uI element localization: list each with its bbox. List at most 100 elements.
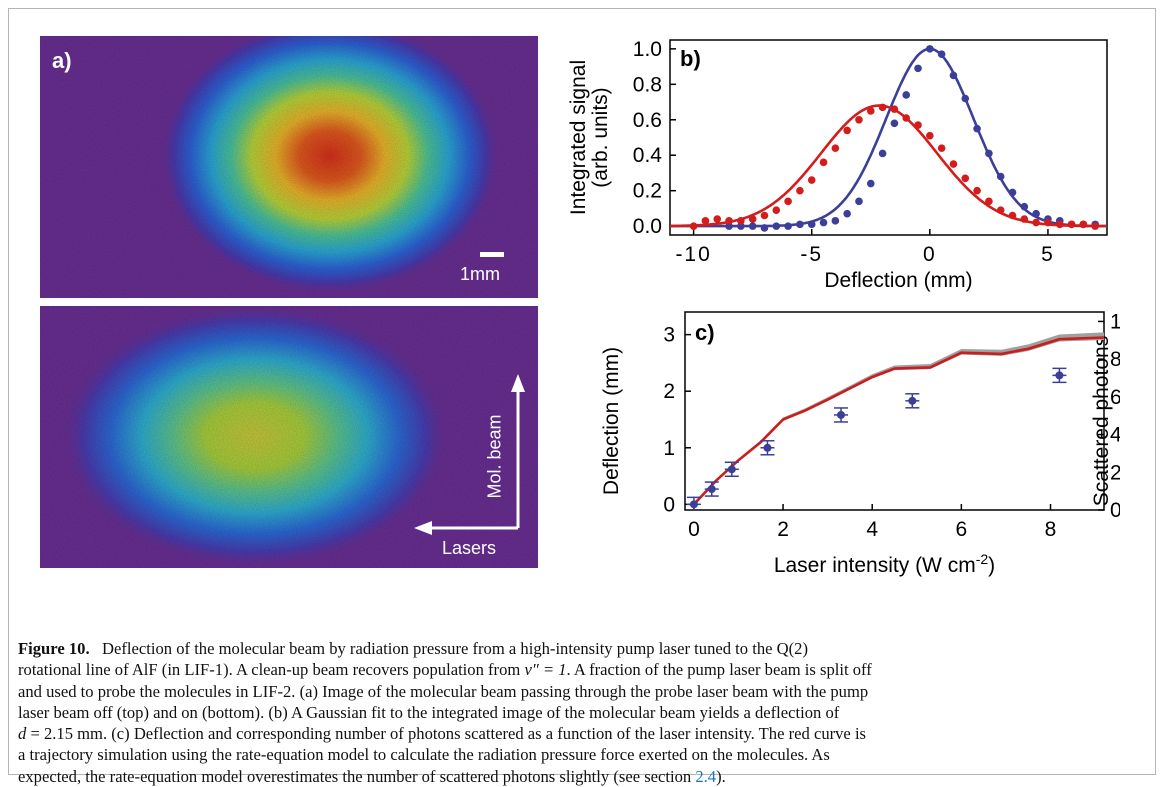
data-point-b-1 [1067,220,1076,229]
y-tick-label-b: 1.0 [633,38,662,61]
x-axis-label-b: Deflection (mm) [824,269,972,292]
data-point-b-0 [914,64,922,73]
data-point-b-1 [890,105,899,113]
y-axis-label-right-c-text: Scattered photons [1090,336,1113,506]
x-tick-label-c: 0 [688,518,700,541]
data-point-b-0 [843,209,851,218]
data-point-b-1 [807,176,816,184]
y-axis-label-b: Integrated signal (arb. units) [567,60,612,215]
y-tick-label-left-c: 2 [663,380,675,403]
y-tick-label-right-c: 0 [1110,499,1120,522]
data-point-b-0 [902,91,911,99]
data-point-b-1 [1032,218,1040,227]
data-point-b-1 [701,217,710,225]
data-point-b-0 [1008,188,1017,197]
data-point-b-1 [831,144,840,152]
panel-c-label: c) [695,320,715,345]
plot-area-b [670,45,1106,232]
data-point-b-0 [1032,209,1040,218]
x-axis-label-c: Laser intensity (W cm-2) [774,551,995,577]
x-tick-label-b: 5 [1041,243,1055,266]
plot-frame-c [684,311,1105,511]
data-point-b-1 [843,126,851,135]
x-tick-label-b: -5 [800,243,823,266]
y-tick-label-right-c: 60 [1110,386,1120,409]
data-point-b-1 [725,217,733,225]
data-point-b-1 [949,160,958,168]
data-point-b-0 [760,224,769,232]
data-point-b-1 [1055,220,1064,229]
data-point-c [763,443,772,452]
data-point-c [707,485,716,494]
plot-area-c [686,332,1104,510]
data-point-b-0 [866,179,875,188]
caption-section-link[interactable]: 2.4 [695,766,717,786]
data-point-b-0 [807,220,816,229]
data-point-c [689,500,698,509]
data-point-b-1 [996,206,1005,214]
simulation-band-c [693,332,1104,505]
data-point-b-1 [784,197,792,206]
y-tick-label-left-c: 0 [663,493,675,516]
data-point-b-0 [878,149,887,158]
data-point-b-1 [1020,215,1029,223]
y-tick-label-right-c: 20 [1110,461,1120,484]
arrow-up-label: Mol. beam [484,414,505,499]
fit-curve-b-1 [670,104,1106,228]
data-point-b-0 [996,172,1005,181]
data-point-c [1055,371,1064,380]
x-tick-label-c: 8 [1045,518,1057,541]
data-point-b-0 [772,222,781,230]
y-tick-label-b: 0.6 [633,109,662,132]
caption-line-1: Deflection of the molecular beam by radi… [102,639,808,658]
arrow-left-label: Lasers [442,538,497,558]
data-point-b-1 [689,222,698,230]
y-tick-label-left-c: 3 [663,324,675,347]
y-tick-label-right-c: 80 [1110,348,1120,371]
data-point-b-1 [713,215,722,223]
y-tick-label-right-c: 40 [1110,424,1120,447]
caption-line-4: laser beam off (top) and on (bottom). (b… [18,702,840,722]
y-tick-label-b: 0.0 [633,215,662,238]
y-tick-label-left-c: 1 [663,437,675,460]
y-tick-label-b: 0.4 [633,144,663,167]
caption-line-7a: expected, the rate-equation model overes… [18,766,696,786]
x-tick-label-b: 0 [923,243,937,266]
y-tick-label-b: 0.8 [633,73,662,96]
data-point-b-1 [760,211,769,220]
data-point-b-0 [831,217,840,225]
panel-a-label: a) [52,48,72,73]
data-point-b-0 [937,50,946,58]
fit-curve-b-0 [670,47,1106,228]
data-point-b-0 [796,220,804,229]
data-point-b-1 [772,206,781,214]
caption-line-5a: d [18,724,27,744]
caption-line-6: a trajectory simulation using the rate-e… [18,745,830,765]
data-point-b-0 [819,218,828,227]
y-axis-label-left-c-text: Deflection (mm) [600,347,623,495]
data-point-b-1 [961,174,970,183]
data-point-b-1 [1079,220,1088,229]
data-point-b-1 [748,215,757,223]
caption-line-2b: . A fraction of the pump laser beam is s… [566,660,872,680]
data-point-c [908,396,917,405]
data-point-b-0 [748,222,757,230]
data-point-b-1 [926,131,934,140]
y-axis-label-left-c: Deflection (mm) [600,347,623,495]
data-point-b-0 [784,222,792,230]
data-point-b-0 [890,119,899,128]
panel-b-label: b) [680,46,701,71]
data-point-b-1 [866,107,875,115]
data-point-b-0 [926,45,934,53]
data-point-b-1 [902,114,911,122]
scale-bar-label: 1mm [460,264,500,284]
chart-b: -10 -5 0 5 0.0 0.2 0.4 0.6 0.8 1.0 Deflection (mm)… [567,38,1108,292]
x-tick-label-c: 6 [956,518,968,541]
data-point-b-0 [855,197,863,206]
data-point-b-1 [973,186,981,195]
x-tick-label-b: -10 [675,243,711,266]
data-point-b-0 [973,124,981,133]
beam-image-pump-off: a) 1mm [40,36,538,298]
plot-frame-b [669,39,1108,236]
data-point-c [837,410,846,419]
